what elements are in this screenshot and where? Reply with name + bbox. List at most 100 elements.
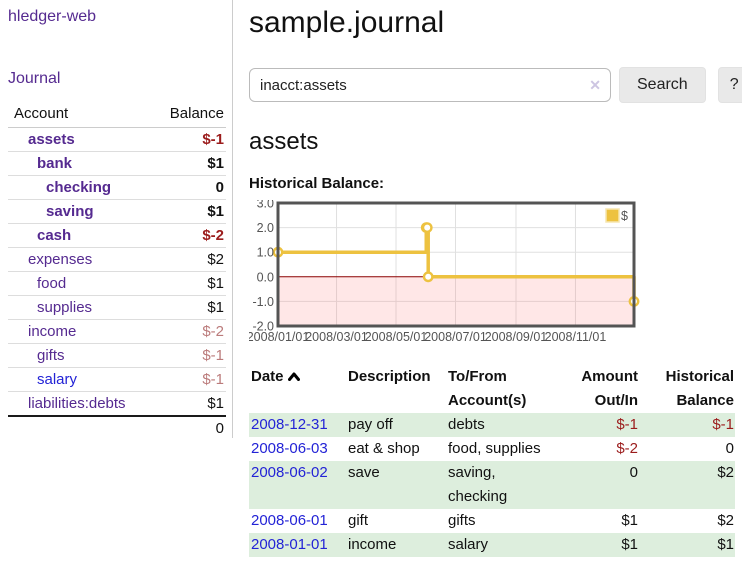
account-rows: assets $-1 bank $1 checking — [8, 127, 226, 440]
account-balance: $2 — [150, 247, 226, 272]
account-link[interactable]: gifts — [37, 347, 65, 364]
clear-search-icon[interactable]: ✕ — [589, 77, 601, 93]
svg-text:$: $ — [621, 209, 628, 223]
transaction-balance: $-1 — [712, 416, 734, 433]
account-link[interactable]: checking — [46, 179, 112, 196]
account-row: supplies $1 — [8, 295, 226, 320]
main-content: sample.journal ✕ Search ? assets Histori… — [233, 0, 742, 557]
svg-text:2008/03/01: 2008/03/01 — [305, 330, 368, 344]
account-balance-table: Account Balance assets $-1 bank — [8, 103, 226, 440]
transaction-description: gift — [348, 512, 369, 529]
transaction-accounts: saving, checking — [448, 464, 508, 505]
account-balance: $-1 — [150, 367, 226, 392]
account-row: checking 0 — [8, 175, 226, 200]
transaction-description: save — [348, 464, 380, 481]
transaction-balance: $1 — [717, 536, 734, 553]
account-link[interactable]: food — [37, 275, 67, 292]
transaction-date-link[interactable]: 2008-06-02 — [251, 464, 328, 481]
sidebar: hledger-web Journal Account Balance asse… — [0, 0, 233, 440]
transaction-amount: 0 — [629, 464, 638, 481]
svg-text:2008/11/01: 2008/11/01 — [545, 330, 607, 344]
sidebar-item-journal[interactable]: Journal — [8, 70, 61, 87]
account-row: assets $-1 — [8, 127, 226, 152]
transaction-description: eat & shop — [348, 440, 420, 457]
account-row: salary $-1 — [8, 367, 226, 392]
account-row: expenses $2 — [8, 247, 226, 272]
account-link[interactable]: saving — [46, 203, 94, 220]
svg-text:2008/01/01: 2008/01/01 — [249, 330, 309, 344]
app-layout: hledger-web Journal Account Balance asse… — [0, 0, 742, 557]
account-link[interactable]: assets — [28, 131, 75, 148]
svg-text:0.0: 0.0 — [257, 270, 274, 284]
amount-column-header: Amount Out/In — [581, 368, 638, 409]
app-title-link[interactable]: hledger-web — [8, 8, 97, 25]
date-column-label: Date — [251, 368, 284, 385]
transaction-date-link[interactable]: 2008-01-01 — [251, 536, 328, 553]
account-row: food $1 — [8, 271, 226, 296]
account-link[interactable]: cash — [37, 227, 72, 244]
transaction-amount: $1 — [621, 536, 638, 553]
account-balance: $1 — [150, 151, 226, 176]
transaction-balance: 0 — [725, 440, 734, 457]
transaction-date-link[interactable]: 2008-06-03 — [251, 440, 328, 457]
transaction-description: pay off — [348, 416, 393, 433]
register-header-row: Date Description To/From Account(s) Amou… — [249, 365, 735, 413]
transaction-accounts: gifts — [448, 512, 476, 529]
help-button[interactable]: ? — [717, 67, 742, 103]
svg-text:2.0: 2.0 — [257, 221, 274, 235]
account-link[interactable]: liabilities:debts — [28, 395, 126, 412]
page-title: sample.journal — [249, 6, 445, 39]
account-link[interactable]: bank — [37, 155, 73, 172]
transaction-accounts: salary — [448, 536, 489, 553]
account-link[interactable]: expenses — [28, 251, 93, 268]
date-column-header[interactable]: Date — [249, 365, 346, 413]
account-balance: $-2 — [150, 223, 226, 248]
account-heading: assets — [249, 128, 319, 155]
account-balance: 0 — [150, 175, 226, 200]
account-link[interactable]: salary — [37, 371, 78, 388]
svg-text:2008/09/01: 2008/09/01 — [485, 330, 548, 344]
historical-balance-chart: $3.0 2.0 1.0 0.0 -1.0 -2.0 2008/01/01 2008/03/0… — [247, 197, 742, 350]
transaction-amount: $-2 — [616, 440, 638, 457]
search-input[interactable] — [249, 68, 611, 102]
transaction-row: 2008-01-01 income salary $1 $1 — [249, 533, 735, 557]
svg-text:-2.0: -2.0 — [252, 320, 274, 334]
transaction-row: 2008-06-01 gift gifts $1 $2 — [249, 509, 735, 533]
account-balance: $1 — [150, 199, 226, 224]
transaction-balance: $2 — [717, 512, 734, 529]
total-balance: 0 — [150, 415, 226, 440]
svg-text:3.0: 3.0 — [257, 200, 274, 211]
svg-text:-1.0: -1.0 — [252, 295, 274, 309]
transaction-row: 2008-06-03 eat & shop food, supplies $-2… — [249, 437, 735, 461]
search-button[interactable]: Search — [619, 67, 706, 103]
transaction-date-link[interactable]: 2008-06-01 — [251, 512, 328, 529]
svg-text:2008/07/01: 2008/07/01 — [424, 330, 487, 344]
transaction-accounts: debts — [448, 416, 485, 433]
sort-ascending-icon — [287, 365, 300, 389]
account-row: income $-2 — [8, 319, 226, 344]
total-row: 0 — [8, 415, 226, 440]
account-balance: $1 — [150, 391, 226, 417]
account-balance: $-1 — [150, 127, 226, 152]
register-table: Date Description To/From Account(s) Amou… — [249, 365, 735, 557]
svg-text:1.0: 1.0 — [257, 246, 274, 260]
transaction-row: 2008-12-31 pay off debts $-1 $-1 — [249, 413, 735, 437]
svg-text:2008/05/01: 2008/05/01 — [365, 330, 428, 344]
account-row: cash $-2 — [8, 223, 226, 248]
account-row: gifts $-1 — [8, 343, 226, 368]
transaction-date-link[interactable]: 2008-12-31 — [251, 416, 328, 433]
register-rows: 2008-12-31 pay off debts $-1 $-1 2008-06… — [249, 413, 735, 557]
balance-column-header: Historical Balance — [665, 368, 734, 409]
transaction-balance: $2 — [717, 464, 734, 481]
account-column-header: Account — [8, 103, 151, 128]
account-row: bank $1 — [8, 151, 226, 176]
transaction-description: income — [348, 536, 397, 553]
balance-column-header: Balance — [150, 103, 226, 128]
account-balance: $-2 — [150, 319, 226, 344]
transaction-amount: $1 — [621, 512, 638, 529]
chart-title: Historical Balance: — [249, 175, 385, 192]
account-balance: $-1 — [150, 343, 226, 368]
account-link[interactable]: income — [28, 323, 77, 340]
account-link[interactable]: supplies — [37, 299, 93, 316]
transaction-amount: $-1 — [616, 416, 638, 433]
